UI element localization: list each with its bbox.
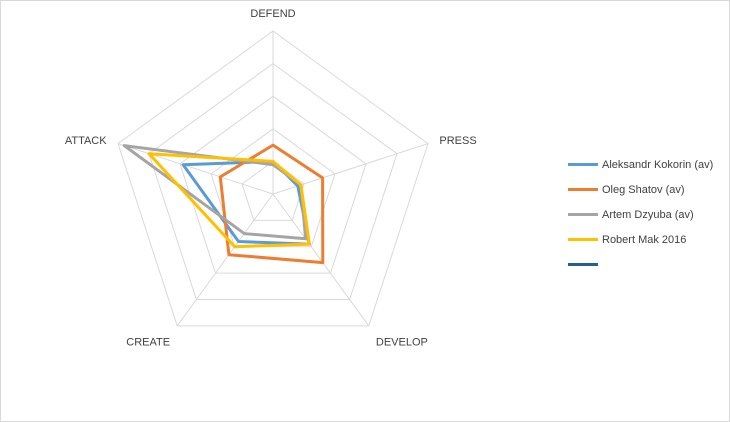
axis-label: CREATE <box>126 337 170 349</box>
legend-swatch <box>568 213 598 216</box>
grid-ring <box>148 62 398 300</box>
radar-grid <box>117 30 429 327</box>
legend-item: Artem Dzyuba (av) <box>568 202 728 227</box>
legend-item <box>568 252 728 277</box>
legend-swatch <box>568 263 598 266</box>
legend-item: Robert Mak 2016 <box>568 227 728 252</box>
radar-spokes <box>117 31 429 327</box>
legend-swatch <box>568 163 598 166</box>
grid-ring <box>117 30 429 327</box>
legend-label: Robert Mak 2016 <box>602 233 687 246</box>
axis-label: DEVELOP <box>376 337 428 349</box>
legend-item: Oleg Shatov (av) <box>568 177 728 202</box>
legend-label: Aleksandr Kokorin (av) <box>602 158 714 171</box>
grid-ring <box>241 160 305 221</box>
axis-label: ATTACK <box>65 135 107 147</box>
axis-spoke <box>117 143 274 195</box>
legend-item: Aleksandr Kokorin (av) <box>568 152 728 177</box>
axis-label: PRESS <box>439 135 476 147</box>
legend: Aleksandr Kokorin (av) Oleg Shatov (av) … <box>568 152 728 277</box>
legend-swatch <box>568 188 598 191</box>
series-line <box>147 152 311 249</box>
legend-swatch <box>568 238 598 241</box>
axis-spoke <box>272 193 370 327</box>
legend-label: Oleg Shatov (av) <box>602 183 685 196</box>
legend-label: Artem Dzyuba (av) <box>602 208 694 221</box>
axis-labels: DEFEND PRESS DEVELOP CREATE ATTACK <box>65 8 477 349</box>
grid-ring <box>179 95 367 274</box>
series-line <box>218 143 325 265</box>
radar-series <box>122 143 325 265</box>
series-line <box>181 159 311 246</box>
axis-label: DEFEND <box>250 8 295 20</box>
axis-spoke <box>176 193 274 327</box>
